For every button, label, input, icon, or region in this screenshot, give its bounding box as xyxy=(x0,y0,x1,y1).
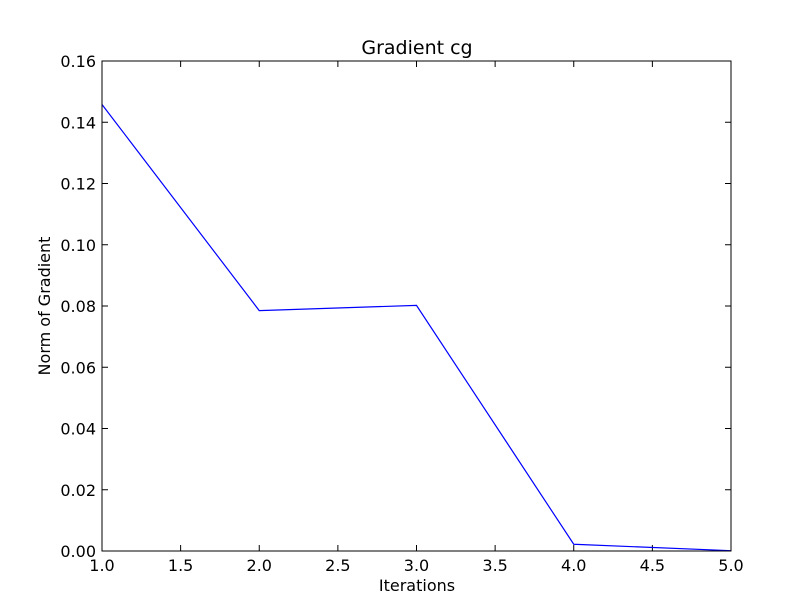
x-tick-label: 3.5 xyxy=(482,556,507,575)
y-tick-label: 0.10 xyxy=(60,236,96,255)
x-tick-label: 3.0 xyxy=(404,556,429,575)
y-tick-label: 0.16 xyxy=(60,52,96,71)
chart-title: Gradient cg xyxy=(361,37,472,59)
x-tick-label: 2.0 xyxy=(247,556,272,575)
x-tick-label: 1.5 xyxy=(168,556,193,575)
plot-frame xyxy=(101,60,732,552)
y-tick-label: 0.04 xyxy=(60,420,96,439)
series-layer xyxy=(101,104,732,552)
y-tick-label: 0.06 xyxy=(60,358,96,377)
y-tick-label: 0.00 xyxy=(60,542,96,561)
y-tick-label: 0.08 xyxy=(60,297,96,316)
y-tick-label: 0.14 xyxy=(60,113,96,132)
y-tick-label: 0.12 xyxy=(60,175,96,194)
x-tick-label: 1.0 xyxy=(89,556,114,575)
series-line xyxy=(101,104,732,552)
x-axis-label: Iterations xyxy=(379,576,455,595)
x-axis-ticks: 1.0 1.5 2.0 2.5 3.0 3.5 4.0 4.5 5.0 xyxy=(89,61,744,575)
x-tick-label: 4.0 xyxy=(561,556,586,575)
x-tick-label: 4.5 xyxy=(640,556,665,575)
y-axis-label: Norm of Gradient xyxy=(35,237,54,376)
x-tick-label: 2.5 xyxy=(325,556,350,575)
y-tick-label: 0.02 xyxy=(60,481,96,500)
x-tick-label: 5.0 xyxy=(718,556,743,575)
y-axis-ticks: 0.00 0.02 0.04 0.06 0.08 0.10 0.12 0.14 0.16 xyxy=(60,52,731,561)
